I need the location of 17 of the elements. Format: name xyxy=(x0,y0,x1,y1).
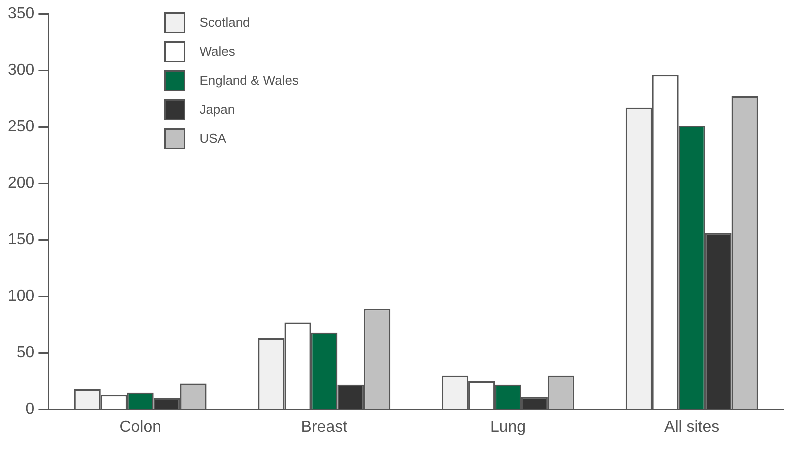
y-tick-label: 0 xyxy=(26,401,35,418)
y-tick-label: 50 xyxy=(16,344,35,362)
y-tick-label: 300 xyxy=(8,62,35,79)
y-tick-label: 200 xyxy=(8,175,35,192)
legend-label: USA xyxy=(200,131,226,146)
legend-label: Japan xyxy=(200,102,236,117)
y-tick-label: 100 xyxy=(8,288,35,306)
legend-label: England & Wales xyxy=(200,73,299,88)
legend-label: Scotland xyxy=(200,15,250,30)
x-tick-label: Lung xyxy=(490,418,526,436)
legend-label: Wales xyxy=(200,44,236,59)
y-tick-label: 350 xyxy=(8,5,35,22)
x-tick-label: All sites xyxy=(664,418,720,436)
y-tick-label: 250 xyxy=(8,118,35,136)
x-tick-label: Breast xyxy=(301,418,348,436)
y-tick-label: 150 xyxy=(8,232,35,249)
x-tick-label: Colon xyxy=(120,418,162,436)
